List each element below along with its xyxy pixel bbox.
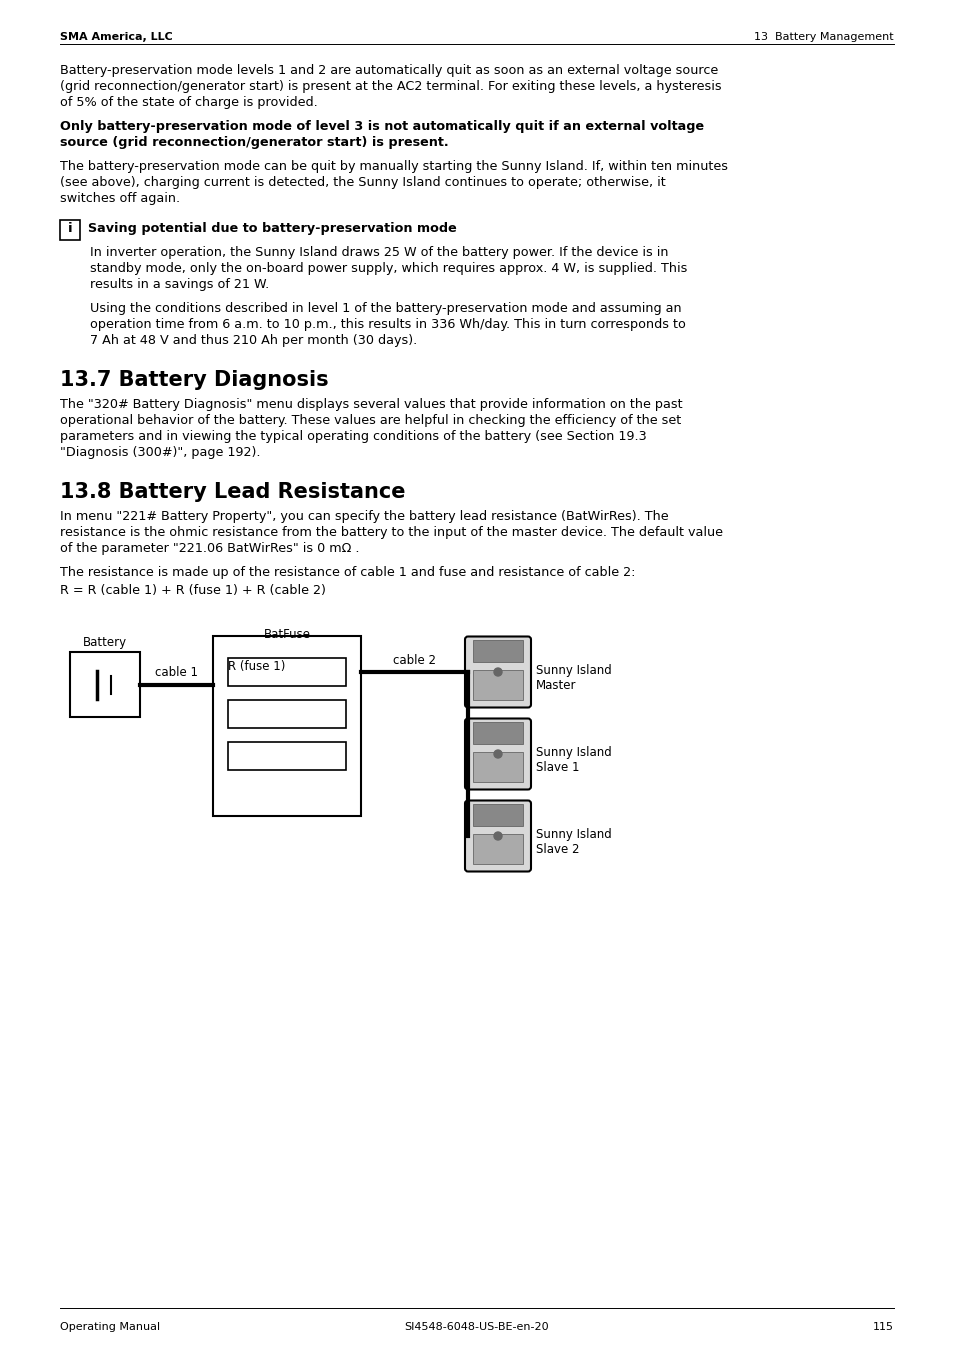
Text: operation time from 6 a.m. to 10 p.m., this results in 336 Wh/day. This in turn : operation time from 6 a.m. to 10 p.m., t… bbox=[90, 318, 685, 331]
Text: switches off again.: switches off again. bbox=[60, 192, 180, 206]
Text: standby mode, only the on-board power supply, which requires approx. 4 W, is sup: standby mode, only the on-board power su… bbox=[90, 262, 687, 274]
Bar bbox=[228, 700, 346, 727]
Text: cable 2: cable 2 bbox=[393, 654, 436, 667]
Circle shape bbox=[494, 668, 501, 676]
Text: Sunny Island
Slave 1: Sunny Island Slave 1 bbox=[536, 746, 611, 773]
Text: 13.7 Battery Diagnosis: 13.7 Battery Diagnosis bbox=[60, 370, 328, 389]
Text: The battery-preservation mode can be quit by manually starting the Sunny Island.: The battery-preservation mode can be qui… bbox=[60, 160, 727, 173]
Circle shape bbox=[494, 750, 501, 758]
Bar bbox=[60, 220, 80, 241]
Text: Sunny Island
Master: Sunny Island Master bbox=[536, 664, 611, 692]
Text: (grid reconnection/generator start) is present at the AC2 terminal. For exiting : (grid reconnection/generator start) is p… bbox=[60, 80, 720, 93]
Bar bbox=[473, 639, 522, 662]
Bar bbox=[228, 742, 346, 771]
Text: Saving potential due to battery-preservation mode: Saving potential due to battery-preserva… bbox=[88, 222, 456, 235]
Bar bbox=[213, 635, 360, 817]
Text: i: i bbox=[68, 222, 72, 235]
Text: Operating Manual: Operating Manual bbox=[60, 1322, 160, 1332]
Bar bbox=[473, 834, 522, 864]
Text: SI4548-6048-US-BE-en-20: SI4548-6048-US-BE-en-20 bbox=[404, 1322, 549, 1332]
Bar bbox=[473, 752, 522, 781]
Text: In inverter operation, the Sunny Island draws 25 W of the battery power. If the : In inverter operation, the Sunny Island … bbox=[90, 246, 668, 260]
Bar bbox=[228, 658, 346, 685]
Text: parameters and in viewing the typical operating conditions of the battery (see S: parameters and in viewing the typical op… bbox=[60, 430, 646, 443]
FancyBboxPatch shape bbox=[464, 637, 531, 707]
FancyBboxPatch shape bbox=[464, 718, 531, 790]
Circle shape bbox=[494, 831, 501, 840]
Text: BatFuse: BatFuse bbox=[263, 627, 310, 641]
Text: The resistance is made up of the resistance of cable 1 and fuse and resistance o: The resistance is made up of the resista… bbox=[60, 566, 635, 579]
Text: Only battery-preservation mode of level 3 is not automatically quit if an extern: Only battery-preservation mode of level … bbox=[60, 120, 703, 132]
Bar bbox=[473, 671, 522, 699]
Text: In menu "221# Battery Property", you can specify the battery lead resistance (Ba: In menu "221# Battery Property", you can… bbox=[60, 510, 668, 523]
Text: R (fuse 1): R (fuse 1) bbox=[228, 660, 285, 673]
Text: "Diagnosis (300#)", page 192).: "Diagnosis (300#)", page 192). bbox=[60, 446, 260, 458]
Text: of the parameter "221.06 BatWirRes" is 0 mΩ .: of the parameter "221.06 BatWirRes" is 0… bbox=[60, 542, 359, 556]
Text: 7 Ah at 48 V and thus 210 Ah per month (30 days).: 7 Ah at 48 V and thus 210 Ah per month (… bbox=[90, 334, 416, 347]
Text: 115: 115 bbox=[872, 1322, 893, 1332]
Text: operational behavior of the battery. These values are helpful in checking the ef: operational behavior of the battery. The… bbox=[60, 414, 680, 427]
Text: results in a savings of 21 W.: results in a savings of 21 W. bbox=[90, 279, 269, 291]
Bar bbox=[473, 803, 522, 826]
Text: 13  Battery Management: 13 Battery Management bbox=[754, 32, 893, 42]
Bar bbox=[473, 722, 522, 744]
Text: R = R (cable 1) + R (fuse 1) + R (cable 2): R = R (cable 1) + R (fuse 1) + R (cable … bbox=[60, 584, 326, 598]
Text: Battery: Battery bbox=[83, 635, 127, 649]
Text: SMA America, LLC: SMA America, LLC bbox=[60, 32, 172, 42]
Text: Using the conditions described in level 1 of the battery-preservation mode and a: Using the conditions described in level … bbox=[90, 301, 680, 315]
Text: Sunny Island
Slave 2: Sunny Island Slave 2 bbox=[536, 827, 611, 856]
Text: resistance is the ohmic resistance from the battery to the input of the master d: resistance is the ohmic resistance from … bbox=[60, 526, 722, 539]
Text: source (grid reconnection/generator start) is present.: source (grid reconnection/generator star… bbox=[60, 137, 448, 149]
Text: 13.8 Battery Lead Resistance: 13.8 Battery Lead Resistance bbox=[60, 483, 405, 502]
FancyBboxPatch shape bbox=[464, 800, 531, 872]
Text: of 5% of the state of charge is provided.: of 5% of the state of charge is provided… bbox=[60, 96, 317, 110]
Text: cable 1: cable 1 bbox=[154, 667, 198, 680]
Text: (see above), charging current is detected, the Sunny Island continues to operate: (see above), charging current is detecte… bbox=[60, 176, 665, 189]
Text: Battery-preservation mode levels 1 and 2 are automatically quit as soon as an ex: Battery-preservation mode levels 1 and 2… bbox=[60, 64, 718, 77]
Bar bbox=[70, 652, 140, 717]
Text: The "320# Battery Diagnosis" menu displays several values that provide informati: The "320# Battery Diagnosis" menu displa… bbox=[60, 397, 682, 411]
